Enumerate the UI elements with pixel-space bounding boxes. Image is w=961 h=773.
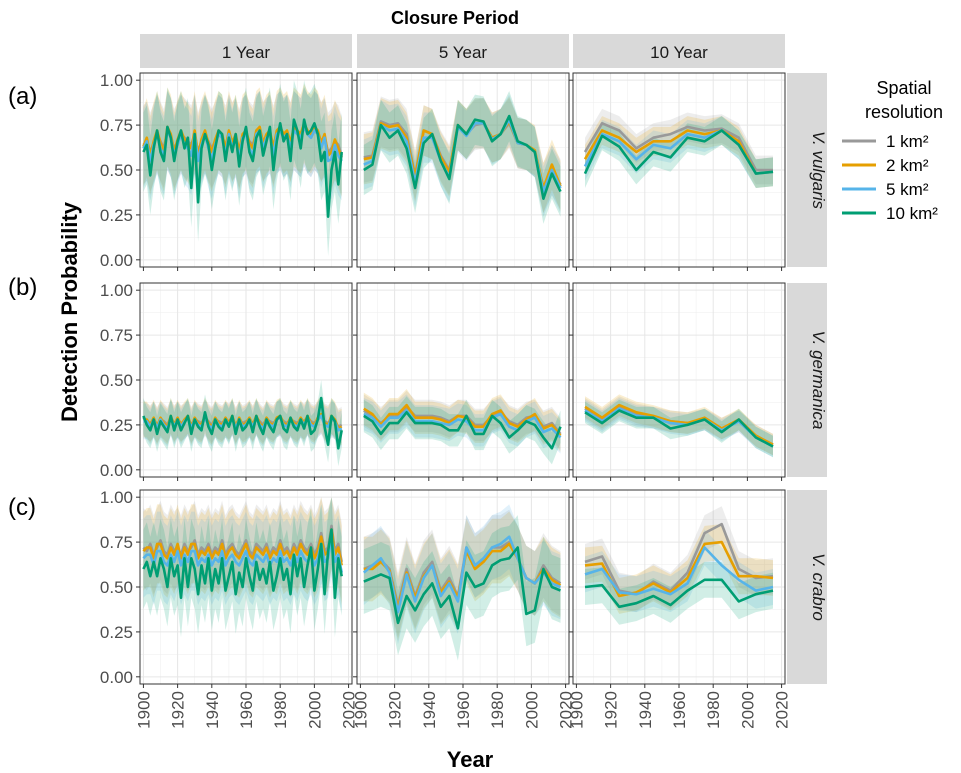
- series-line: [583, 122, 773, 172]
- confidence-ribbon: [363, 515, 561, 661]
- x-axis-title: Year: [447, 747, 494, 772]
- panels-area: 1 Year 5 Year 10 Year V. vulgaris V. germani…: [100, 34, 828, 729]
- x-tick-label: 1980: [488, 691, 507, 729]
- x-tick-label: 2020: [773, 691, 792, 729]
- series-line: [583, 129, 774, 175]
- chart-panel: 0.00 0.25 0.50 0.75 1.00: [100, 71, 353, 271]
- x-tick-label: 1900: [134, 691, 153, 729]
- confidence-ribbon: [585, 529, 773, 613]
- series-line: [584, 522, 774, 596]
- panel-tag-b: (b): [8, 274, 37, 301]
- series-line: [362, 535, 562, 614]
- series-line: [142, 528, 343, 566]
- y-tick-label: 0.00: [100, 251, 133, 270]
- confidence-ribbon: [143, 497, 342, 638]
- x-tick-label: 2000: [738, 691, 757, 729]
- y-tick-label: 0.25: [100, 206, 133, 225]
- x-tick-label: 1960: [237, 691, 256, 729]
- x-tick-label: 2000: [522, 691, 541, 729]
- y-tick-label: 0.50: [100, 161, 133, 180]
- row-strip-label: V. crabro: [809, 553, 828, 621]
- x-tick-label: 1900: [351, 691, 370, 729]
- series-line: [584, 546, 774, 596]
- series-line: [363, 114, 562, 200]
- x-tick-label: 1940: [636, 691, 655, 729]
- legend-label: 10 km²: [886, 204, 938, 223]
- panel-tag-c: (c): [8, 494, 36, 521]
- series-line: [363, 411, 562, 450]
- y-axis-title: Detection Probability: [57, 201, 82, 422]
- x-tick-label: 1980: [271, 691, 290, 729]
- x-tick-label: 1940: [420, 691, 439, 729]
- x-tick-label: 1940: [203, 691, 222, 729]
- legend-label: 5 km²: [886, 180, 929, 199]
- y-tick-label: 0.00: [100, 668, 133, 687]
- chart-panel: [353, 282, 570, 481]
- legend: 1 km² 2 km² 5 km² 10 km²: [842, 132, 938, 223]
- column-strip-bg: [140, 34, 352, 68]
- legend-title-line1: Spatial: [876, 78, 931, 98]
- y-tick-label: 0.50: [100, 578, 133, 597]
- chart-panel: 1900 1920 1940 1960 1980 2000 2020: [351, 489, 576, 729]
- chart-panel: [353, 72, 570, 271]
- row-strip-label: V. vulgaris: [809, 131, 828, 210]
- row-strip-label: V. germanica: [809, 331, 828, 430]
- legend-title-line2: resolution: [865, 102, 943, 122]
- x-tick-label: 2020: [340, 691, 359, 729]
- series-line: [363, 403, 562, 437]
- y-tick-label: 0.25: [100, 416, 133, 435]
- column-strip-bg: [357, 34, 569, 68]
- row-strip-bg: [787, 283, 827, 477]
- legend-label: 1 km²: [886, 132, 929, 151]
- chart-panel: 0.00 0.25 0.50 0.75 1.00: [100, 281, 353, 481]
- series-line: [584, 578, 774, 609]
- series-line: [142, 118, 343, 218]
- row-strip-bg: [787, 490, 827, 684]
- chart-panel: [569, 282, 786, 481]
- x-tick-label: 1960: [670, 691, 689, 729]
- column-strip-label: 1 Year: [222, 43, 271, 62]
- column-strip-label: 10 Year: [650, 43, 708, 62]
- column-strip-bg: [573, 34, 785, 68]
- x-tick-label: 1920: [386, 691, 405, 729]
- y-tick-label: 0.50: [100, 371, 133, 390]
- y-tick-label: 0.75: [100, 533, 133, 552]
- x-tick-label: 2000: [305, 691, 324, 729]
- confidence-ribbon: [585, 561, 773, 625]
- y-tick-label: 1.00: [100, 71, 133, 90]
- y-tick-label: 0.25: [100, 623, 133, 642]
- series-line: [584, 409, 774, 448]
- y-tick-label: 0.75: [100, 116, 133, 135]
- chart-panel: 1900 1920 1940 1960 1980 2000 2020: [567, 489, 792, 729]
- column-strip-label: 5 Year: [439, 43, 488, 62]
- series-line: [363, 546, 562, 630]
- confidence-ribbon: [585, 524, 773, 614]
- x-tick-label: 1920: [169, 691, 188, 729]
- x-tick-label: 2020: [557, 691, 576, 729]
- series-line: [583, 129, 774, 175]
- series-line: [142, 528, 343, 600]
- legend-label: 2 km²: [886, 156, 929, 175]
- confidence-ribbon: [585, 108, 773, 185]
- series-line: [142, 396, 343, 450]
- closure-period-title: Closure Period: [391, 8, 519, 28]
- y-tick-label: 1.00: [100, 281, 133, 300]
- x-tick-label: 1980: [704, 691, 723, 729]
- y-tick-label: 1.00: [100, 488, 133, 507]
- x-tick-label: 1960: [454, 691, 473, 729]
- panel-tag-a: (a): [8, 83, 37, 110]
- confidence-ribbon: [143, 80, 342, 257]
- y-tick-label: 0.75: [100, 326, 133, 345]
- row-strip-bg: [787, 73, 827, 267]
- x-tick-label: 1920: [602, 691, 621, 729]
- chart-panel: 0.00 0.25 0.50 0.75 1.00 1900 1920 1940 1960 1980…: [100, 488, 359, 729]
- y-tick-label: 0.00: [100, 461, 133, 480]
- x-tick-label: 1900: [567, 691, 586, 729]
- chart-panel: [569, 72, 786, 271]
